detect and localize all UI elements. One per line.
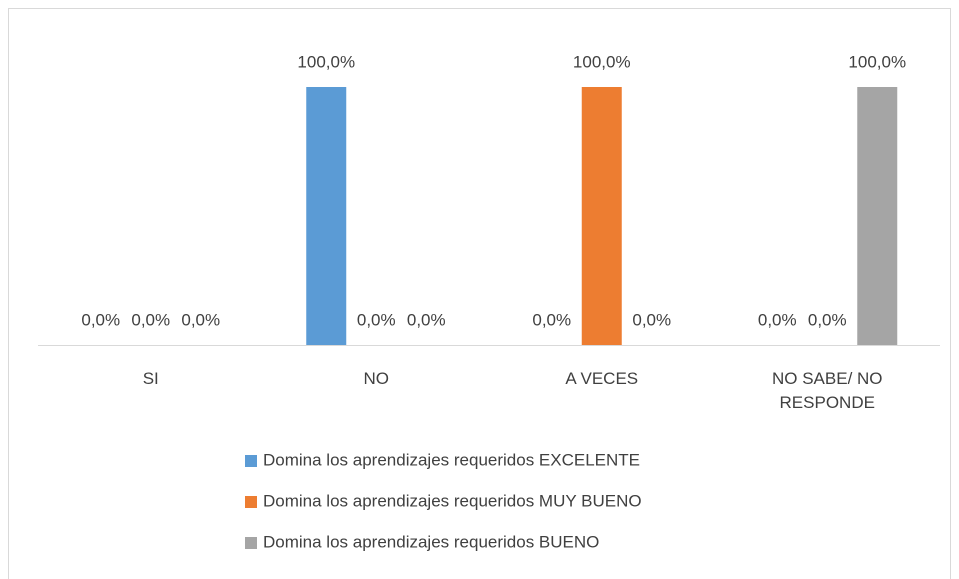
x-tick-label: NO SABE/ NO RESPONDE [771,369,883,412]
chart-border [8,8,951,579]
data-label: 0,0% [131,310,170,329]
bar [857,87,898,345]
legend-label: Domina los aprendizajes requeridos EXCEL… [263,450,640,469]
x-tick-label: SI [142,369,159,388]
x-tick-label: A VECES [565,369,639,388]
x-tick-label: NO [363,369,390,388]
data-label: 100,0% [297,52,355,71]
bar [581,87,622,345]
legend-label: Domina los aprendizajes requeridos BUENO [263,532,599,551]
data-label: 0,0% [808,310,847,329]
data-label: 0,0% [532,310,571,329]
data-label: 0,0% [81,310,120,329]
data-label: 0,0% [181,310,220,329]
data-label: 0,0% [632,310,671,329]
data-label: 0,0% [407,310,446,329]
data-label: 0,0% [758,310,797,329]
data-label: 0,0% [357,310,396,329]
legend-label: Domina los aprendizajes requeridos MUY B… [263,491,642,510]
legend-swatch [245,537,257,549]
data-label: 100,0% [848,52,906,71]
legend-swatch [245,496,257,508]
data-label: 100,0% [573,52,631,71]
bar [306,87,347,345]
legend-swatch [245,455,257,467]
